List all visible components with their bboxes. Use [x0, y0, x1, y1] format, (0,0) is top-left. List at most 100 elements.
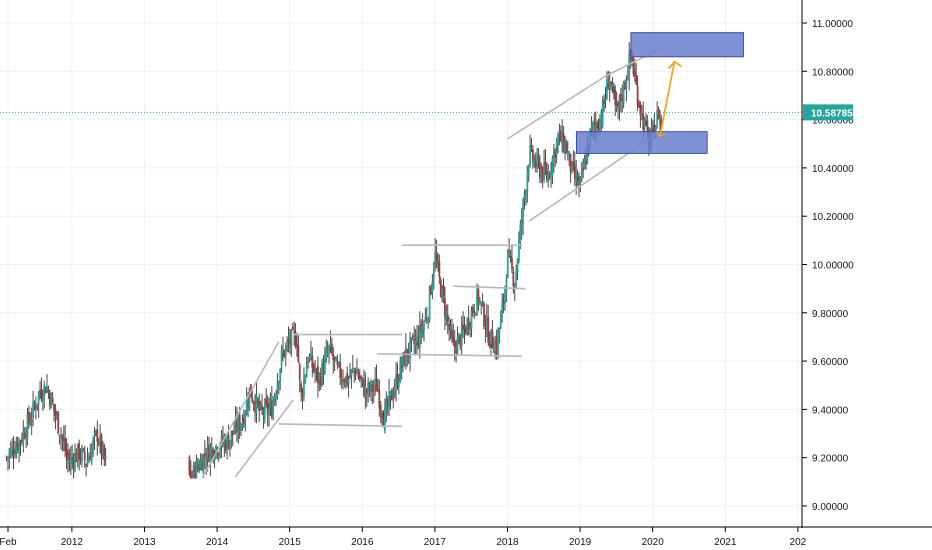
candle-body	[491, 331, 494, 348]
candle-body	[308, 356, 311, 361]
candle-body	[473, 310, 476, 314]
candle-body	[643, 118, 646, 127]
candles	[5, 42, 663, 479]
candle-body	[458, 333, 460, 336]
candle-body	[600, 120, 603, 123]
candle-body	[402, 353, 404, 366]
candle-body	[301, 394, 304, 397]
candle-body	[619, 94, 622, 102]
candle-body	[522, 199, 525, 221]
candle-body	[346, 372, 349, 385]
candle-body	[617, 102, 619, 107]
candle-body	[71, 457, 74, 460]
candle-body	[57, 412, 60, 434]
candle-body	[18, 439, 21, 452]
candle-body	[603, 99, 606, 104]
candle-body	[633, 70, 636, 77]
supply-demand-zones[interactable]	[575, 32, 744, 154]
candle-body	[188, 456, 191, 475]
candle-body	[275, 394, 277, 400]
candle-body	[520, 219, 523, 226]
x-tick-label: 202	[790, 537, 807, 548]
candle-body	[201, 460, 203, 471]
candle-body	[504, 287, 506, 305]
candle-body	[397, 381, 400, 387]
y-tick-label: 11.00000	[812, 19, 853, 30]
candle-body	[307, 361, 310, 363]
candle-body	[46, 386, 48, 391]
candle-body	[9, 448, 12, 456]
candle-body	[67, 452, 69, 461]
candle-body	[490, 328, 492, 345]
candle-body	[526, 173, 529, 192]
candle-body	[381, 412, 384, 420]
candle-body	[342, 379, 344, 382]
candle-body	[400, 365, 403, 368]
candle-body	[533, 160, 536, 164]
candle-body	[437, 262, 439, 264]
candle-body	[529, 145, 532, 165]
candle-body	[370, 380, 372, 391]
candle-body	[578, 181, 580, 185]
current-price-tag-bg	[803, 104, 853, 121]
candle-body	[60, 434, 62, 437]
candle-body	[65, 449, 68, 456]
candle-body	[89, 456, 92, 461]
candle-body	[277, 381, 280, 386]
arrow-shaft	[659, 61, 676, 137]
candle-body	[85, 464, 88, 466]
candle-body	[527, 166, 530, 176]
candle-body	[607, 82, 610, 90]
candle-body	[270, 400, 273, 418]
candle-body	[554, 149, 557, 158]
candle-body	[297, 344, 300, 362]
candle-body	[296, 344, 298, 346]
candle-body	[215, 445, 217, 454]
candle-body	[300, 383, 303, 393]
candle-body	[7, 457, 9, 459]
candle-body	[263, 402, 266, 420]
candle-body	[463, 326, 466, 330]
candle-body	[339, 361, 342, 379]
candle-body	[459, 335, 462, 347]
candle-body	[365, 389, 368, 394]
x-tick-label: 2019	[569, 537, 592, 548]
candle-body	[280, 350, 283, 366]
candle-body	[325, 350, 328, 357]
arrow-head	[667, 60, 682, 70]
candle-body	[44, 387, 47, 394]
candle-body	[326, 353, 329, 355]
candle-body	[516, 259, 519, 273]
candle-body	[96, 429, 99, 442]
candle-body	[464, 328, 467, 334]
candle-body	[389, 391, 392, 397]
candle-body	[286, 341, 289, 343]
candle-body	[330, 344, 333, 354]
x-tick-label: 2018	[496, 537, 519, 548]
candle-body	[657, 109, 660, 120]
y-axis[interactable]: 11.00000 10.80000 10.60000 10.40000 10.20000…	[801, 0, 854, 528]
candle-body	[559, 130, 562, 142]
candle-body	[48, 392, 51, 406]
supply-zone[interactable]	[630, 32, 744, 58]
candle-body	[540, 170, 543, 180]
x-axis[interactable]: Feb 2012 2013 2014 2015 2016 2017 2018 2019 2020 2…	[0, 526, 932, 548]
candle-body	[476, 288, 478, 313]
candle-body	[363, 379, 365, 397]
candle-body	[191, 476, 194, 478]
candle-body	[640, 111, 643, 118]
candle-body	[610, 81, 612, 85]
candle-body	[622, 82, 625, 103]
candle-body	[262, 411, 265, 416]
candle-body	[466, 318, 469, 332]
candle-body	[575, 173, 578, 181]
candle-body	[552, 151, 555, 162]
arrow-tail	[656, 131, 666, 138]
candle-body	[351, 368, 354, 370]
candle-body	[360, 376, 363, 379]
candle-body	[585, 160, 587, 165]
candle-body	[357, 372, 360, 378]
demand-zone[interactable]	[575, 131, 708, 154]
candle-body	[247, 402, 249, 405]
